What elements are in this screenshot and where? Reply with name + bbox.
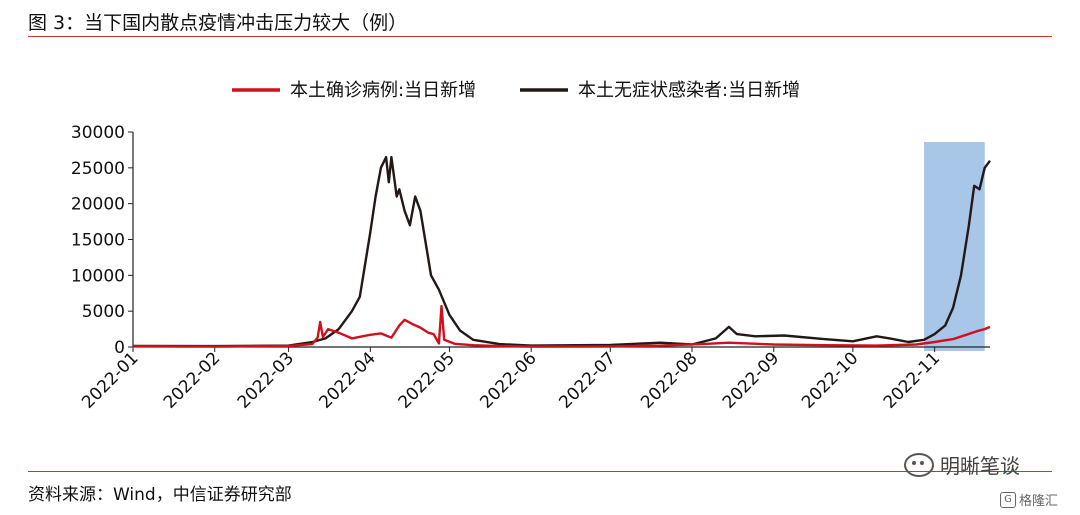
legend: 本土确诊病例:当日新增 本土无症状感染者:当日新增 [232,80,800,101]
legend-label-2: 本土无症状感染者:当日新增 [578,80,800,101]
x-tick-label: 2022-08 [637,348,701,412]
top-rule [28,36,1052,37]
y-tick-label: 25000 [71,159,125,179]
axes-layer: 0 5000 10000 15000 20000 25000 30000 2022-01 202… [71,123,990,413]
highlight-layer [924,142,985,351]
series-line-1 [132,304,991,348]
series-layer [132,155,991,348]
logo-text: 格隆汇 [1019,494,1059,509]
y-tick-label: 5000 [82,302,125,322]
x-tick-label: 2022-01 [78,348,142,412]
figure-title: 图 3：当下国内散点疫情冲击压力较大（例） [28,12,408,34]
x-tick-label: 2022-11 [880,348,944,412]
x-tick-label: 2022-02 [160,348,224,412]
source-note: 资料来源：Wind，中信证券研究部 [28,485,292,505]
x-tick-label: 2022-04 [315,348,379,412]
highlight-band [924,142,985,351]
x-tick-label: 2022-03 [234,348,298,412]
series-line-2 [132,155,991,348]
logo: G 格隆汇 [1000,490,1058,509]
watermark: 明晰笔谈 [904,450,1020,479]
x-tick-label: 2022-05 [395,348,459,412]
y-tick-label: 20000 [71,195,125,215]
legend-label-1: 本土确诊病例:当日新增 [290,80,476,101]
y-tick-label: 15000 [71,231,125,251]
x-tick-label: 2022-06 [476,348,540,412]
x-tick-label: 2022-10 [798,348,862,412]
wechat-icon [904,452,934,477]
chart: 0 5000 10000 15000 20000 25000 30000 2022-01 202… [71,80,991,413]
watermark-text: 明晰笔谈 [940,454,1020,478]
x-tick-label: 2022-07 [555,348,619,412]
logo-icon: G [1000,491,1016,508]
y-tick-label: 10000 [71,266,125,286]
y-tick-label: 30000 [71,123,125,143]
x-tick-label: 2022-09 [719,348,783,412]
y-tick-label: 0 [114,338,125,358]
bottom-rule [28,471,1052,472]
